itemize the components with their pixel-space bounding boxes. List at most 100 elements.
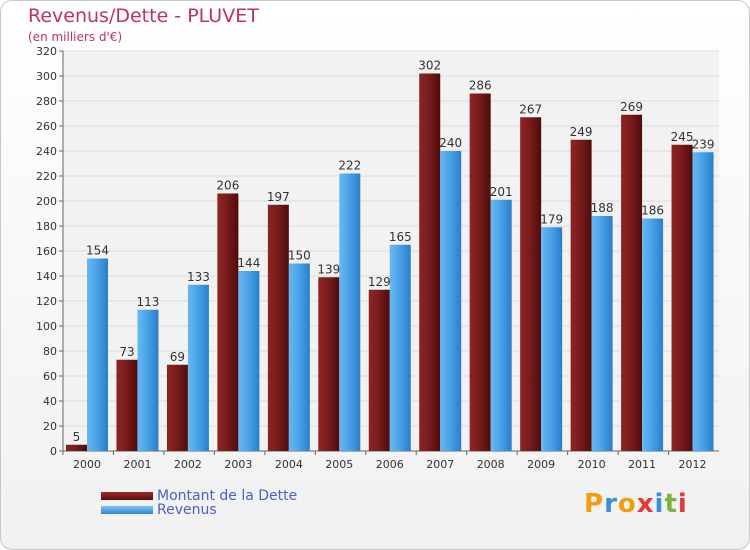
bar-dette <box>267 204 289 451</box>
logo-letter: t <box>664 489 678 519</box>
data-label: 73 <box>119 345 134 359</box>
y-tick-label: 100 <box>36 320 57 333</box>
bar-revenus <box>440 151 462 451</box>
data-label: 245 <box>671 130 694 144</box>
data-label: 302 <box>418 59 441 73</box>
y-tick-label: 260 <box>36 120 57 133</box>
data-label: 240 <box>439 136 462 150</box>
data-label: 269 <box>620 100 643 114</box>
data-label: 267 <box>519 102 542 116</box>
y-tick-label: 0 <box>50 445 57 458</box>
chart-subtitle: (en milliers d'€) <box>28 30 123 44</box>
bar-dette <box>318 277 340 451</box>
bar-dette <box>469 93 491 451</box>
data-label: 113 <box>137 295 160 309</box>
data-label: 150 <box>288 249 311 263</box>
legend-label-revenus: Revenus <box>157 502 217 518</box>
x-tick-label: 2012 <box>679 458 707 471</box>
bar-revenus <box>187 284 209 451</box>
bar-dette <box>66 444 87 451</box>
y-tick-label: 320 <box>36 45 57 58</box>
y-tick-label: 60 <box>43 370 57 383</box>
y-tick-label: 220 <box>36 170 57 183</box>
x-tick-label: 2005 <box>325 458 353 471</box>
data-label: 179 <box>540 212 563 226</box>
y-tick-label: 160 <box>36 245 57 258</box>
logo-letter: r <box>604 489 618 519</box>
bar-dette <box>217 193 239 451</box>
x-tick-label: 2003 <box>224 458 252 471</box>
bar-revenus <box>692 152 714 451</box>
data-label: 129 <box>368 275 391 289</box>
proxiti-logo: Proxiti <box>584 489 688 519</box>
bar-revenus <box>238 271 260 451</box>
data-label: 186 <box>641 204 664 218</box>
legend-swatch-dette <box>101 492 153 500</box>
x-tick-label: 2009 <box>527 458 555 471</box>
bar-dette <box>419 73 441 451</box>
x-tick-label: 2007 <box>426 458 454 471</box>
y-tick-label: 140 <box>36 270 57 283</box>
x-tick-label: 2004 <box>275 458 303 471</box>
bar-revenus <box>642 218 664 451</box>
x-tick-label: 2008 <box>477 458 505 471</box>
data-label: 133 <box>187 270 210 284</box>
data-label: 197 <box>267 190 290 204</box>
legend-swatch-revenus <box>101 506 153 514</box>
data-label: 69 <box>170 350 185 364</box>
y-tick-label: 300 <box>36 70 57 83</box>
data-label: 206 <box>216 179 239 193</box>
bar-revenus <box>339 173 361 451</box>
data-label: 188 <box>591 201 614 215</box>
logo-letter: x <box>636 489 655 519</box>
x-tick-label: 2002 <box>174 458 202 471</box>
bar-revenus <box>87 258 108 451</box>
bar-revenus <box>591 216 613 451</box>
bar-revenus <box>288 263 310 451</box>
bar-dette <box>116 359 138 451</box>
x-tick-label: 2000 <box>73 458 101 471</box>
bar-dette <box>368 289 390 451</box>
data-label: 154 <box>86 244 109 258</box>
y-tick-label: 120 <box>36 295 57 308</box>
y-tick-label: 200 <box>36 195 57 208</box>
y-tick-label: 240 <box>36 145 57 158</box>
data-label: 249 <box>570 125 593 139</box>
logo-letter: P <box>584 489 605 519</box>
bar-dette <box>166 364 188 451</box>
bar-revenus <box>389 244 411 451</box>
x-tick-label: 2010 <box>578 458 606 471</box>
chart-title: Revenus/Dette - PLUVET <box>28 5 259 27</box>
bar-revenus <box>490 199 512 451</box>
logo-letter: i <box>654 489 665 519</box>
y-tick-label: 20 <box>43 420 57 433</box>
bar-dette <box>570 139 592 451</box>
x-tick-label: 2001 <box>123 458 151 471</box>
bar-revenus <box>541 227 563 451</box>
bar-dette <box>520 117 542 451</box>
y-tick-label: 40 <box>43 395 57 408</box>
y-tick-label: 280 <box>36 95 57 108</box>
legend-item-dette: Montant de la Dette <box>101 488 297 504</box>
data-label: 239 <box>692 137 715 151</box>
data-label: 139 <box>317 262 340 276</box>
y-tick-label: 80 <box>43 345 57 358</box>
y-tick-label: 180 <box>36 220 57 233</box>
data-label: 286 <box>469 79 492 93</box>
data-label: 165 <box>389 230 412 244</box>
logo-letter: i <box>677 489 688 519</box>
legend-item-revenus: Revenus <box>101 502 217 518</box>
bar-dette <box>671 144 693 451</box>
data-label: 201 <box>490 185 513 199</box>
x-tick-label: 2011 <box>628 458 656 471</box>
data-label: 144 <box>237 256 260 270</box>
legend-label-dette: Montant de la Dette <box>157 488 298 504</box>
data-label: 5 <box>73 430 81 444</box>
logo-letter: o <box>617 489 637 519</box>
data-label: 222 <box>338 159 361 173</box>
bar-dette <box>621 114 643 451</box>
bar-revenus <box>137 309 159 451</box>
x-tick-label: 2006 <box>376 458 404 471</box>
